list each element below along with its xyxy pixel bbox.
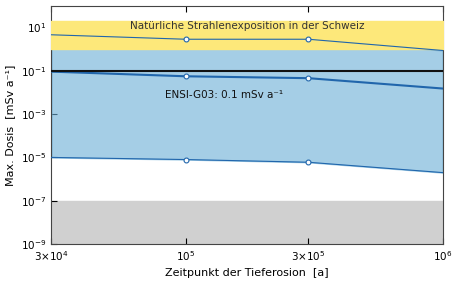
X-axis label: Zeitpunkt der Tieferosion  [a]: Zeitpunkt der Tieferosion [a] <box>165 268 329 278</box>
Text: ENSI-G03: 0.1 mSv a⁻¹: ENSI-G03: 0.1 mSv a⁻¹ <box>164 90 283 100</box>
Y-axis label: Max. Dosis  [mSv a⁻¹]: Max. Dosis [mSv a⁻¹] <box>5 64 16 185</box>
Text: Natürliche Strahlenexposition in der Schweiz: Natürliche Strahlenexposition in der Sch… <box>130 21 365 31</box>
